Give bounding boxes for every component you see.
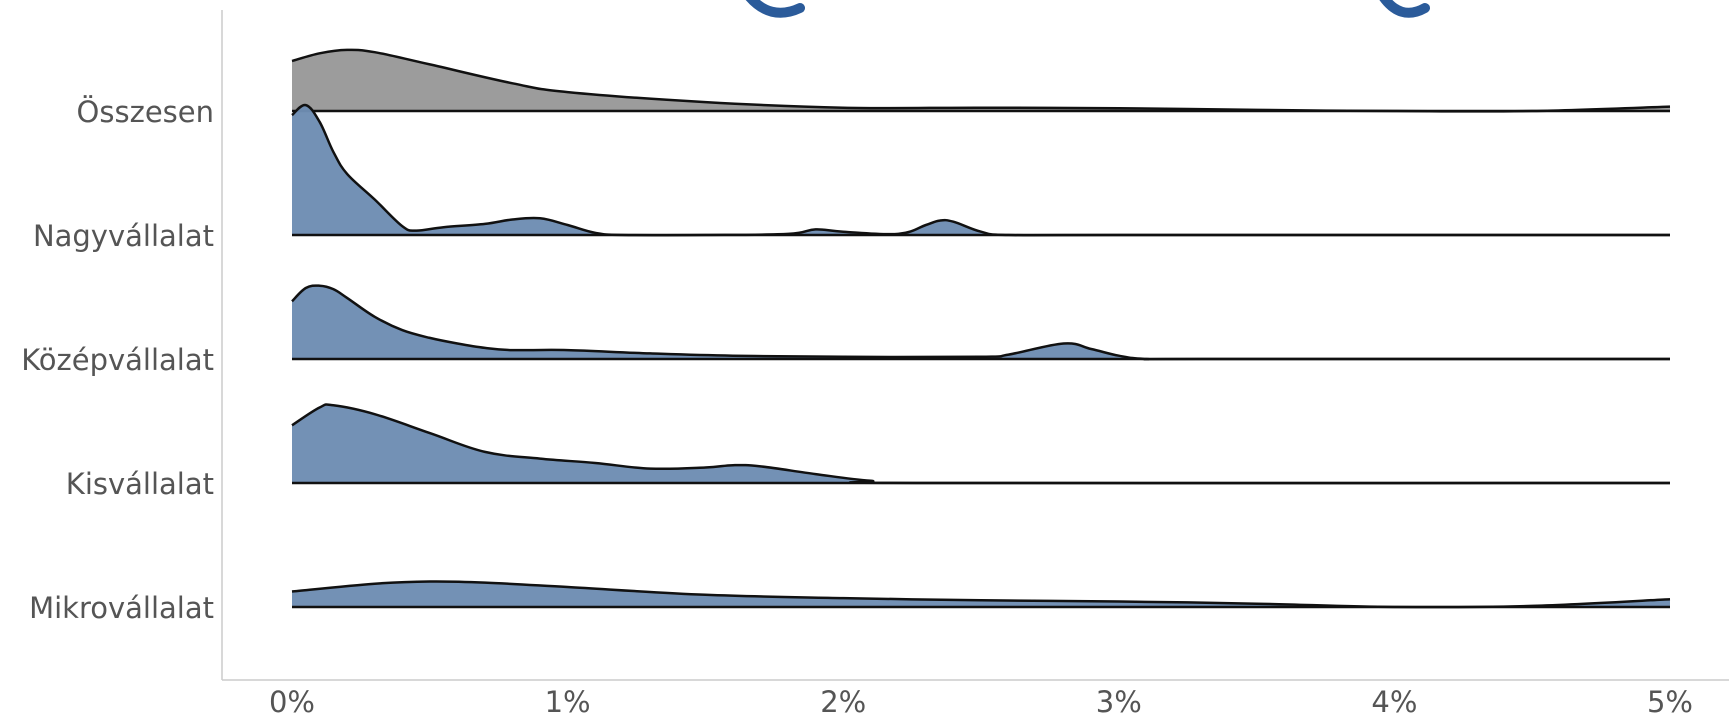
title-fragment-left [745, 0, 805, 18]
ridge-area-nagyvallalat [292, 104, 1670, 236]
ridge-line-kozepvallalat [291, 284, 1670, 361]
category-label-kozepvallalat: Középvállalat [21, 343, 214, 377]
x-tick-label: 1% [545, 685, 591, 717]
x-axis-ticks: 0% 1% 2% 3% 4% 5% [269, 685, 1693, 717]
category-labels: Összesen Nagyvállalat Középvállalat Kisváll… [21, 95, 214, 625]
ridge-area-mikrovallalat [292, 581, 1670, 608]
ridge-area-kisvallalat [292, 404, 1670, 484]
x-tick-label: 4% [1371, 685, 1417, 717]
category-label-mikrovallalat: Mikrovállalat [29, 591, 214, 625]
title-fragment-right [1379, 0, 1430, 18]
x-tick-label: 2% [820, 685, 866, 717]
category-label-kisvallalat: Kisvállalat [66, 467, 214, 501]
category-label-osszesen: Összesen [77, 95, 214, 129]
ridge-area-kozepvallalat [292, 285, 1670, 360]
ridge-line-nagyvallalat [291, 103, 1670, 237]
ridges-group [291, 48, 1671, 609]
x-tick-label: 0% [269, 685, 315, 717]
category-label-nagyvallalat: Nagyvállalat [33, 219, 214, 253]
x-tick-label: 3% [1096, 685, 1142, 717]
ridge-area-osszesen [292, 49, 1670, 112]
x-tick-label: 5% [1647, 685, 1693, 717]
